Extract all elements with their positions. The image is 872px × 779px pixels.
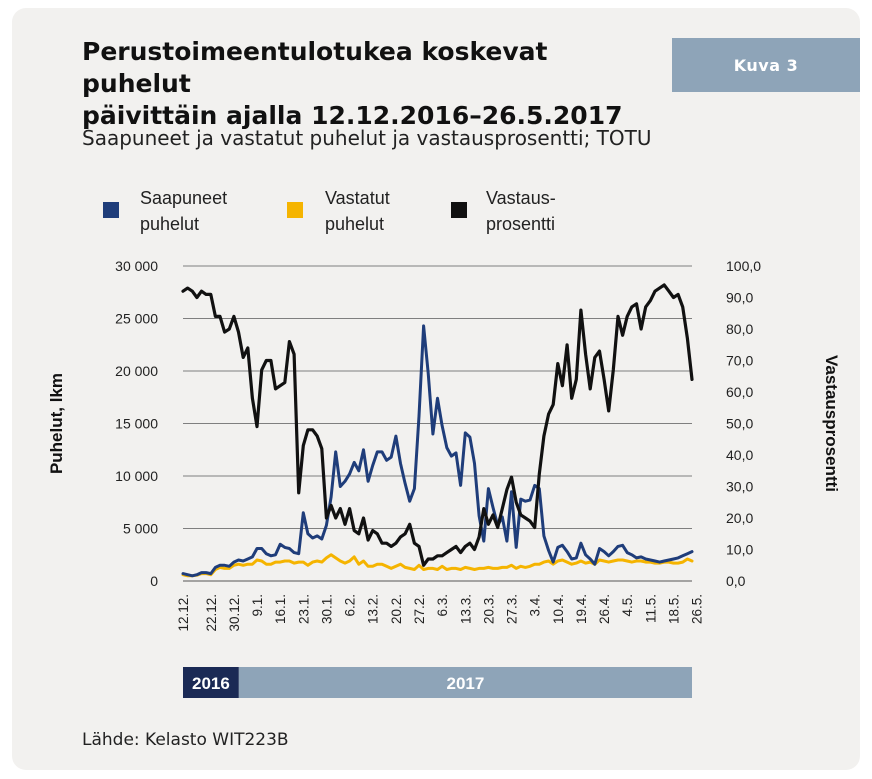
year-label: 2017 [447, 674, 485, 693]
y2-tick-label: 30,0 [726, 479, 753, 495]
y-tick-label: 10 000 [115, 468, 158, 484]
y2-tick-label: 0,0 [726, 573, 746, 589]
y2-axis-title: Vastausprosentti [822, 355, 841, 492]
y2-tick-label: 100,0 [726, 258, 761, 274]
y-tick-label: 20 000 [115, 363, 158, 379]
x-tick-label: 4.5. [620, 594, 635, 617]
series-line-answer-percent [181, 283, 694, 567]
x-tick-label: 20.3. [481, 594, 496, 624]
x-tick-label: 30.1. [319, 594, 334, 624]
x-tick-label: 6.3. [435, 594, 450, 617]
x-tick-label: 19.4. [574, 594, 589, 624]
y-tick-label: 5 000 [123, 521, 158, 537]
x-tick-label: 20.2. [389, 594, 404, 624]
y2-tick-label: 20,0 [726, 510, 753, 526]
chart-title: Perustoimeentulotukea koskevat puhelut p… [82, 36, 642, 132]
y-axis-title: Puhelut, lkm [47, 373, 66, 474]
legend-arrived-label-line1: Saapuneet [140, 188, 227, 208]
y2-tick-label: 90,0 [726, 290, 753, 306]
series-line-arrived-calls [181, 324, 694, 578]
x-tick-label: 30.12. [227, 594, 242, 632]
legend-percent-label-line2: prosentti [486, 214, 555, 234]
x-tick-label: 27.2. [412, 594, 427, 624]
x-tick-label: 18.5. [666, 594, 681, 624]
y2-tick-label: 70,0 [726, 353, 753, 369]
x-tick-label: 10.4. [551, 594, 566, 624]
source-note: Lähde: Kelasto WIT223B [82, 730, 289, 750]
chart-title-line2: päivittäin ajalla 12.12.2016–26.5.2017 [82, 101, 623, 130]
figure-label: Kuva 3 [672, 38, 860, 92]
y-tick-label: 25 000 [115, 311, 158, 327]
x-tick-label: 26.5. [690, 594, 705, 624]
x-tick-label: 22.12. [204, 594, 219, 632]
y2-tick-label: 60,0 [726, 384, 753, 400]
legend-percent-label-line1: Vastaus- [486, 188, 556, 208]
x-tick-label: 12.12. [176, 594, 191, 632]
year-band-2016 [183, 667, 239, 698]
y2-tick-label: 40,0 [726, 447, 753, 463]
x-tick-label: 23.1. [296, 594, 311, 624]
legend-arrived-swatch [103, 202, 119, 218]
x-tick-label: 11.5. [643, 594, 658, 623]
x-tick-label: 26.4. [597, 594, 612, 624]
y-tick-label: 15 000 [115, 416, 158, 432]
legend-answered-label-line1: Vastatut [325, 188, 390, 208]
x-tick-label: 27.3. [505, 594, 520, 624]
legend-arrived-label-line2: puhelut [140, 214, 199, 234]
figure-card [12, 8, 860, 770]
series-line-answered-calls [181, 553, 694, 578]
x-tick-label: 16.1. [273, 594, 288, 624]
y-tick-label: 0 [150, 573, 158, 589]
y2-tick-label: 10,0 [726, 542, 753, 558]
y2-tick-label: 80,0 [726, 321, 753, 337]
x-tick-label: 9.1. [250, 594, 265, 617]
x-tick-label: 13.2. [366, 594, 381, 624]
year-band-2017 [238, 667, 692, 698]
y2-tick-label: 50,0 [726, 416, 753, 432]
y-tick-label: 30 000 [115, 258, 158, 274]
chart-subtitle: Saapuneet ja vastatut puhelut ja vastaus… [82, 126, 652, 150]
legend-answered-label-line2: puhelut [325, 214, 384, 234]
legend-percent-swatch [451, 202, 467, 218]
x-tick-label: 3.4. [528, 594, 543, 617]
year-label: 2016 [192, 674, 230, 693]
x-tick-label: 6.2. [343, 594, 358, 617]
chart-title-line1: Perustoimeentulotukea koskevat puhelut [82, 37, 548, 98]
legend-answered-swatch [287, 202, 303, 218]
x-tick-label: 13.3. [458, 594, 473, 624]
